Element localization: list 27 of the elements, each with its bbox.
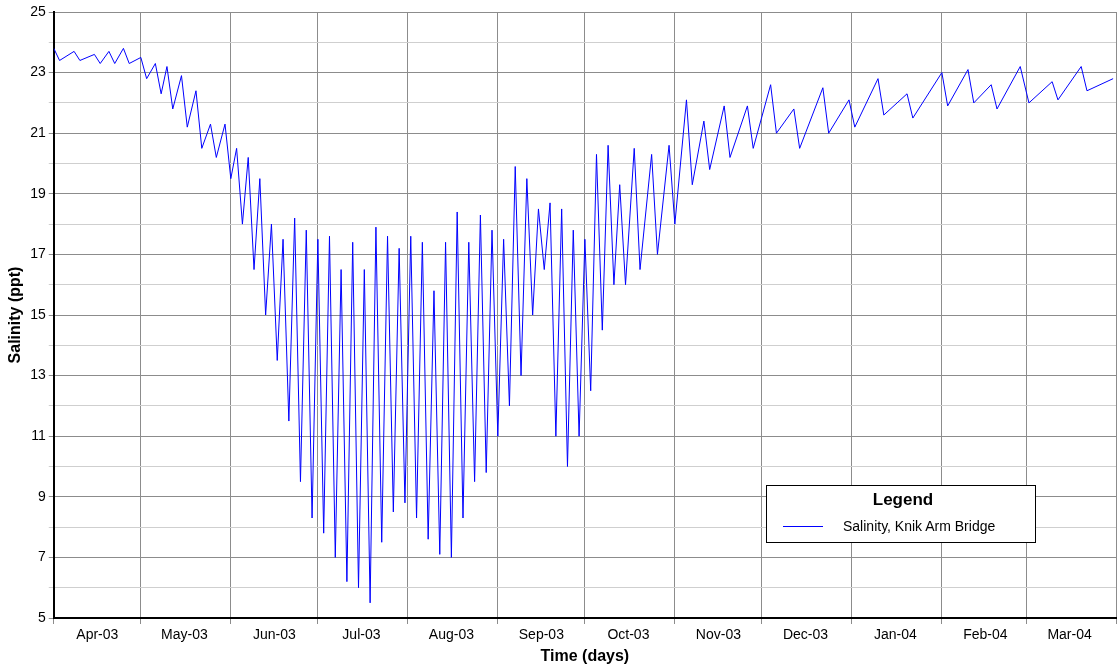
x-tick-label: Dec-03 bbox=[782, 626, 829, 643]
y-tick-label: 5 bbox=[37, 608, 46, 625]
x-tick-label: Apr-03 bbox=[76, 626, 119, 643]
x-tick-label: Aug-03 bbox=[428, 626, 475, 643]
x-tick-label: Mar-04 bbox=[1047, 626, 1092, 643]
x-tick-label: Sep-03 bbox=[518, 626, 565, 643]
legend-title: Legend bbox=[871, 490, 935, 510]
x-tick-label: May-03 bbox=[161, 626, 208, 643]
x-tick-label: Jul-03 bbox=[342, 626, 381, 643]
y-tick-label: 23 bbox=[30, 63, 46, 80]
y-tick-label: 9 bbox=[37, 487, 46, 504]
legend-label: Salinity, Knik Arm Bridge bbox=[843, 518, 996, 534]
y-tick-label: 17 bbox=[30, 245, 46, 262]
x-tick-label: Oct-03 bbox=[607, 626, 650, 643]
y-tick-label: 19 bbox=[30, 184, 46, 201]
x-axis-title: Time (days) bbox=[540, 646, 630, 664]
x-tick-label: Jan-04 bbox=[874, 626, 918, 643]
y-tick-label: 15 bbox=[30, 305, 46, 322]
x-tick-label: Jun-03 bbox=[252, 626, 296, 643]
y-tick-label: 21 bbox=[30, 124, 46, 141]
y-axis-title: Salinity (ppt) bbox=[6, 266, 24, 364]
y-tick-label: 25 bbox=[30, 2, 46, 19]
y-tick-label: 7 bbox=[37, 548, 46, 565]
x-tick-label: Nov-03 bbox=[695, 626, 742, 643]
x-tick-label: Feb-04 bbox=[963, 626, 1008, 643]
y-tick-label: 11 bbox=[31, 427, 46, 444]
y-tick-label: 13 bbox=[30, 366, 46, 383]
